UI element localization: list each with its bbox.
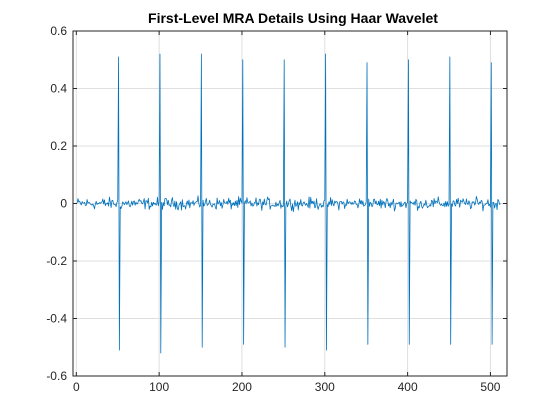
x-tick-label: 400: [398, 380, 418, 394]
y-tick-label: -0.2: [46, 254, 67, 268]
series-layer: [76, 53, 501, 354]
series-line: [76, 53, 501, 354]
y-tick-label: 0.2: [50, 139, 67, 153]
x-tick-label: 0: [73, 380, 80, 394]
y-tick-label: -0.4: [46, 312, 67, 326]
y-tick-label: 0.4: [50, 82, 67, 96]
tick-layer: 0 100 200 300 400 500 -0.6 -0.4 -0.2 0 0.2 0.4 0.6: [46, 24, 507, 394]
chart-title: First-Level MRA Details Using Haar Wavel…: [148, 10, 438, 26]
y-tick-label: -0.6: [46, 369, 67, 383]
x-tick-label: 300: [315, 380, 335, 394]
x-tick-label: 100: [149, 380, 169, 394]
y-tick-label: 0: [60, 197, 67, 211]
grid-layer: [73, 30, 507, 377]
x-tick-label: 500: [480, 380, 500, 394]
x-tick-label: 200: [232, 380, 252, 394]
y-tick-label: 0.6: [50, 24, 67, 38]
